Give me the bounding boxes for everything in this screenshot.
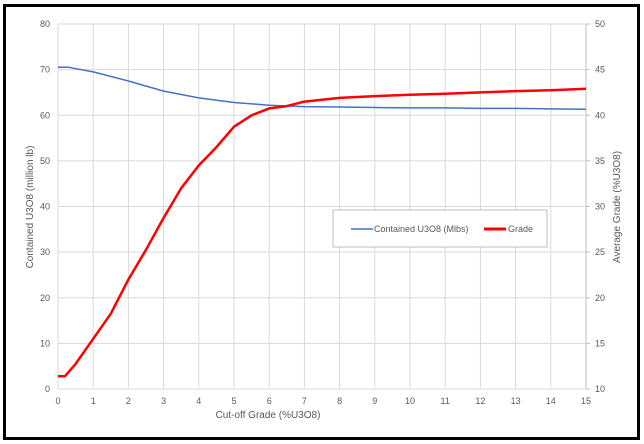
y-tick-label: 70 — [40, 65, 50, 75]
y-tick-label: 20 — [40, 293, 50, 303]
x-tick-label: 14 — [546, 396, 556, 406]
legend: Contained U3O8 (Mlbs) Grade — [332, 209, 548, 248]
x-tick-label: 11 — [441, 396, 450, 406]
y-tick-label: 60 — [40, 110, 50, 120]
x-tick-label: 13 — [511, 396, 521, 406]
chart: 0 1 2 3 4 5 6 7 8 9 10 11 12 13 14 15 01020304050607080… — [25, 19, 623, 421]
y2-tick-label: 15 — [595, 338, 605, 348]
x-tick-label: 15 — [581, 396, 591, 406]
y2-tick-label: 45 — [595, 65, 605, 75]
x-tick-label: 1 — [91, 396, 96, 406]
x-tick-label: 2 — [126, 396, 131, 406]
series-lines — [57, 66, 587, 378]
x-tick-label: 6 — [267, 396, 272, 406]
y2-tick-label: 30 — [595, 202, 605, 212]
x-axis-label: Cut-off Grade (%U3O8) — [216, 410, 321, 421]
y2-tick-label: 10 — [595, 384, 605, 394]
grid — [57, 23, 590, 390]
legend-label-grade: Grade — [508, 224, 533, 234]
y2-tick-label: 35 — [595, 156, 605, 166]
grade-line — [58, 87, 587, 378]
y-tick-label: 40 — [40, 202, 50, 212]
y2-tick-label: 25 — [595, 247, 605, 257]
x-tick-labels: 0 1 2 3 4 5 6 7 8 9 10 11 12 13 14 15 — [55, 396, 591, 406]
x-tick-label: 8 — [337, 396, 342, 406]
x-tick-label: 4 — [196, 396, 201, 406]
contained-u3o8-line — [58, 66, 587, 111]
chart-frame: 0 1 2 3 4 5 6 7 8 9 10 11 12 13 14 15 0 10 20 30 40 50 60 70 80… — [3, 4, 640, 440]
y2-axis-label: Average Grade (%U3O8) — [612, 151, 623, 263]
y2-tick-label: 40 — [595, 110, 605, 120]
y-tick-label: 10 — [40, 338, 50, 348]
x-tick-label: 9 — [372, 396, 377, 406]
y-axis-label: Contained U3O8 (million lb) — [25, 146, 36, 269]
x-tick-label: 0 — [55, 396, 60, 406]
y-tick-label: 50 — [40, 156, 50, 166]
y2-tick-labels: 10 15 20 25 30 35 40 45 50 — [595, 19, 605, 394]
x-tick-label: 5 — [231, 396, 236, 406]
x-tick-label: 7 — [302, 396, 307, 406]
x-tick-label: 3 — [161, 396, 166, 406]
y2-tick-label: 50 — [595, 19, 605, 29]
x-tick-label: 10 — [405, 396, 415, 406]
y-tick-label: 30 — [40, 247, 50, 257]
x-tick-label: 12 — [475, 396, 485, 406]
y-tick-labels: 0 10 20 30 40 50 60 70 80 — [40, 19, 50, 394]
legend-label-contained: Contained U3O8 (Mlbs) — [374, 224, 469, 234]
y-tick-label: 0 — [45, 384, 50, 394]
y-tick-label: 80 — [40, 19, 50, 29]
y2-tick-label: 20 — [595, 293, 605, 303]
